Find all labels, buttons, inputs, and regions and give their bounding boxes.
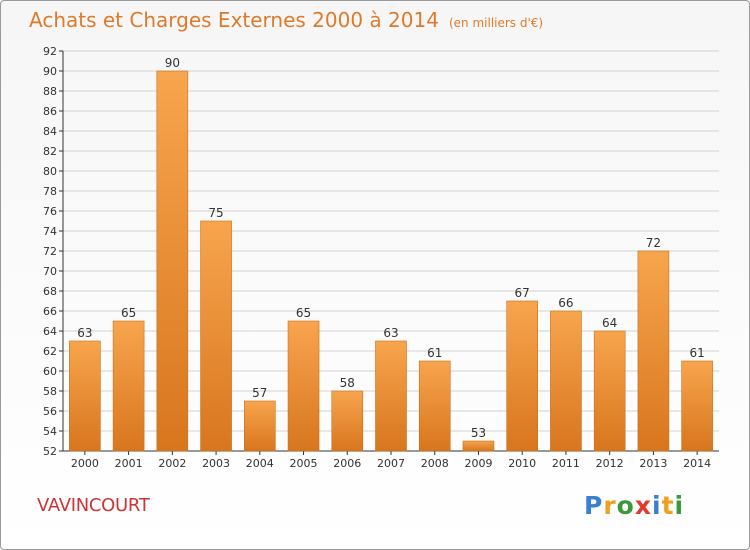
data-label: 53 (471, 426, 486, 440)
y-tick-label: 88 (43, 85, 57, 98)
x-tick-label: 2000 (71, 457, 99, 470)
bar (200, 220, 232, 452)
data-label: 57 (252, 386, 267, 400)
bar (550, 310, 582, 452)
y-tick-label: 74 (43, 225, 57, 238)
y-tick-label: 76 (43, 205, 57, 218)
data-label: 61 (689, 346, 704, 360)
logo-letter: i (652, 491, 662, 520)
data-label: 72 (646, 236, 661, 250)
y-tick-label: 72 (43, 245, 57, 258)
bar (462, 440, 495, 452)
data-label: 67 (515, 286, 530, 300)
proxiti-logo[interactable]: Proxiti (584, 491, 684, 520)
y-tick-label: 84 (43, 125, 57, 138)
bar (112, 320, 145, 452)
y-tick-label: 90 (43, 65, 57, 78)
y-tick-label: 52 (43, 445, 57, 458)
y-tick-label: 56 (43, 405, 57, 418)
y-tick-label: 60 (43, 365, 57, 378)
y-tick-label: 66 (43, 305, 57, 318)
x-tick-label: 2012 (596, 457, 624, 470)
bar (681, 360, 713, 452)
data-label: 64 (602, 316, 617, 330)
bar (69, 340, 101, 452)
y-tick-label: 80 (43, 165, 57, 178)
bar (418, 360, 451, 452)
data-label: 63 (77, 326, 92, 340)
bar (506, 300, 539, 452)
x-tick-label: 2011 (552, 457, 580, 470)
logo-letter: i (674, 491, 685, 520)
y-tick-label: 86 (43, 105, 57, 118)
x-tick-label: 2010 (508, 457, 536, 470)
x-tick-label: 2004 (246, 457, 274, 470)
bar (375, 340, 407, 452)
logo-letter: P (584, 491, 604, 520)
data-label: 90 (165, 56, 180, 70)
data-label: 58 (340, 376, 355, 390)
chart-title: Achats et Charges Externes 2000 à 2014 (e… (29, 8, 543, 32)
x-tick-label: 2009 (464, 457, 492, 470)
bar (287, 320, 320, 452)
bars (69, 70, 713, 452)
data-label: 75 (208, 206, 223, 220)
data-label: 63 (383, 326, 398, 340)
data-label: 66 (558, 296, 573, 310)
bar (593, 330, 626, 452)
commune-name: VAVINCOURT (37, 495, 150, 516)
y-tick-label: 54 (43, 425, 57, 438)
y-tick-label: 64 (43, 325, 57, 338)
labels: 52 54 56 58 60 62 64 66 68 70 72 74 76 78 80 82 84 86 88 90… (43, 45, 711, 470)
x-tick-label: 2006 (333, 457, 361, 470)
x-tick-label: 2005 (290, 457, 318, 470)
y-tick-label: 70 (43, 265, 57, 278)
x-tick-label: 2003 (202, 457, 230, 470)
bar (156, 70, 189, 452)
x-tick-label: 2007 (377, 457, 405, 470)
logo-letter: t (661, 491, 675, 520)
x-tick-label: 2014 (683, 457, 711, 470)
y-tick-label: 82 (43, 145, 57, 158)
logo-letter: o (616, 491, 635, 520)
chart-title-text: Achats et Charges Externes 2000 à 2014 (29, 8, 439, 32)
x-tick-label: 2001 (115, 457, 143, 470)
y-tick-label: 62 (43, 345, 57, 358)
y-tick-label: 68 (43, 285, 57, 298)
y-tick-label: 58 (43, 385, 57, 398)
bar (244, 400, 276, 452)
logo-letter: r (603, 491, 617, 520)
data-label: 65 (296, 306, 311, 320)
bar (637, 250, 670, 452)
y-tick-label: 92 (43, 45, 57, 58)
bar (331, 390, 364, 452)
x-tick-label: 2008 (421, 457, 449, 470)
data-label: 61 (427, 346, 442, 360)
x-tick-label: 2013 (639, 457, 667, 470)
logo-letter: x (634, 491, 652, 520)
y-tick-label: 78 (43, 185, 57, 198)
x-tick-label: 2002 (158, 457, 186, 470)
chart-subtitle: (en milliers d'€) (448, 16, 544, 30)
data-label: 65 (121, 306, 136, 320)
